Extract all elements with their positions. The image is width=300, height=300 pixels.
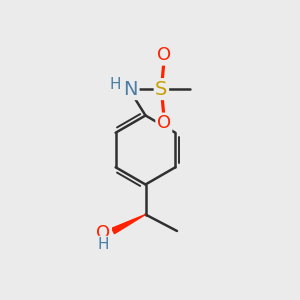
- Text: O: O: [157, 114, 171, 132]
- Text: H: H: [98, 237, 109, 252]
- Text: O: O: [96, 224, 111, 242]
- Text: O: O: [157, 46, 171, 64]
- Polygon shape: [112, 214, 146, 234]
- Text: H: H: [110, 77, 121, 92]
- Text: S: S: [155, 80, 168, 99]
- Text: N: N: [124, 80, 138, 99]
